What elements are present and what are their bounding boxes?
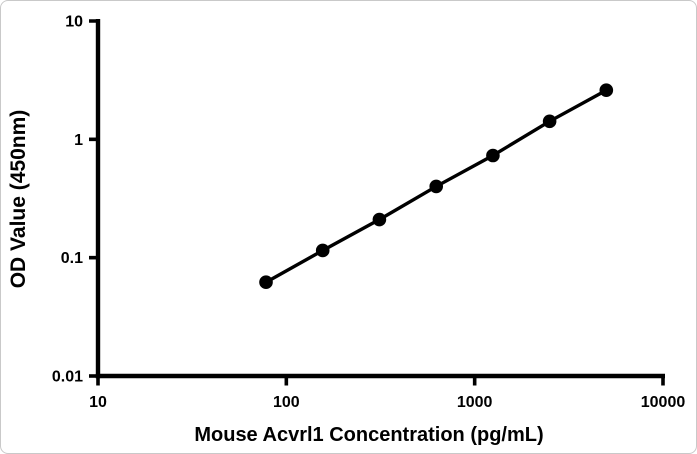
y-axis-title: OD Value (450nm)	[7, 110, 30, 289]
y-tick-label: 0.01	[52, 369, 83, 386]
plot-area: 10 1 0.1 0.01 10 100 1000 10000	[52, 14, 685, 412]
data-point	[315, 243, 330, 258]
data-point	[542, 114, 557, 129]
x-tick-label: 10	[89, 394, 107, 411]
data-point	[259, 275, 273, 290]
x-axis-title: Mouse Acvrl1 Concentration (pg/mL)	[194, 424, 543, 446]
data-point	[599, 83, 614, 98]
y-tick-label: 0.1	[61, 250, 83, 267]
x-tick-label: 10000	[641, 394, 686, 411]
y-tick-label: 1	[74, 132, 83, 149]
y-tick-label: 10	[65, 14, 83, 31]
data-point	[429, 179, 444, 194]
x-tick-label: 1000	[457, 394, 493, 411]
data-point	[372, 212, 387, 227]
data-point	[486, 148, 500, 163]
x-tick-label: 100	[273, 394, 300, 411]
